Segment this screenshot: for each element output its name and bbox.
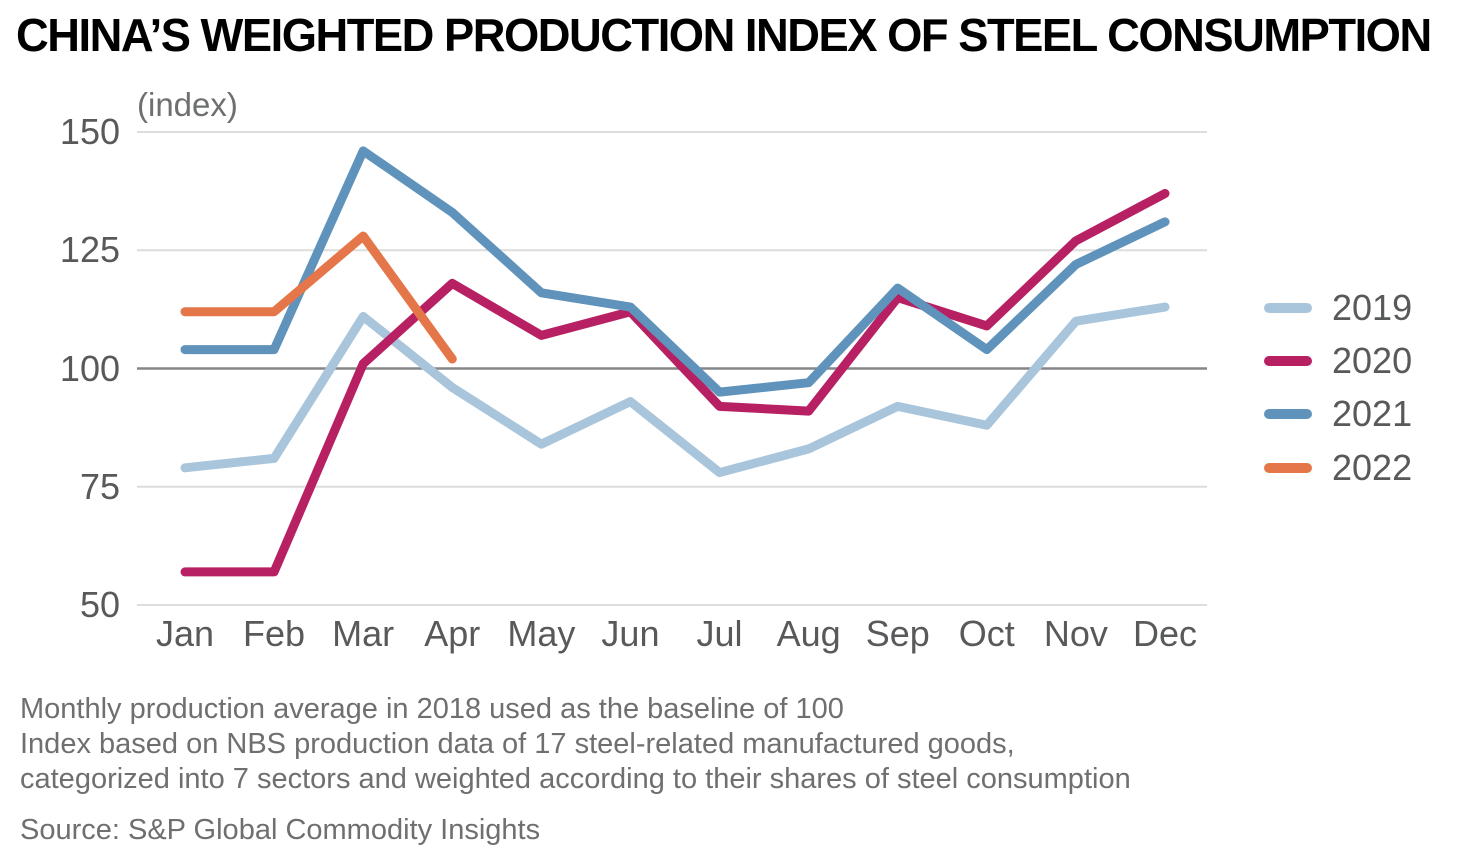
y-axis-unit-label: (index) (137, 86, 238, 123)
legend-label-2022: 2022 (1332, 447, 1413, 488)
x-tick-label-nov: Nov (1043, 613, 1108, 654)
x-tick-label-feb: Feb (243, 613, 306, 654)
x-tick-label-apr: Apr (424, 613, 481, 654)
x-tick-label-dec: Dec (1132, 613, 1198, 654)
source-attribution: Source: S&P Global Commodity Insights (20, 814, 541, 846)
legend-swatch-2022 (1264, 463, 1312, 473)
series-line-2020 (180, 188, 1170, 577)
x-tick-label-aug: Aug (776, 613, 841, 654)
y-tick-label-150: 150 (59, 111, 120, 152)
legend-label-2021: 2021 (1332, 393, 1413, 434)
x-tick-label-may: May (507, 613, 576, 654)
x-tick-label-sep: Sep (865, 613, 930, 654)
series-line-2021 (180, 146, 1170, 397)
chart-title: CHINA’S WEIGHTED PRODUCTION INDEX OF STE… (16, 9, 1432, 61)
y-tick-label-100: 100 (59, 347, 120, 389)
legend-item-2019: 2019 (1264, 286, 1412, 330)
legend-label-2019: 2019 (1332, 287, 1413, 328)
y-tick-label-50: 50 (79, 584, 120, 625)
y-tick-label-125: 125 (59, 229, 120, 271)
footnote-line-1: Monthly production average in 2018 used … (20, 693, 844, 725)
series-line-2019 (180, 302, 1170, 478)
y-tick-label-75: 75 (79, 465, 120, 507)
legend-swatch-2020 (1264, 356, 1312, 366)
footnotes: Monthly production average in 2018 used … (20, 692, 1131, 797)
legend-swatch-2019 (1264, 303, 1312, 313)
x-tick-label-mar: Mar (332, 613, 395, 654)
legend-item-2021: 2021 (1264, 392, 1412, 436)
legend-item-2022: 2022 (1264, 446, 1412, 490)
legend-swatch-2021 (1264, 409, 1312, 419)
legend-label-2020: 2020 (1332, 340, 1413, 381)
series-line-2022 (180, 231, 457, 364)
x-tick-label-jun: Jun (601, 613, 660, 654)
x-tick-label-jul: Jul (696, 613, 743, 654)
legend-item-2020: 2020 (1264, 339, 1412, 383)
x-tick-label-oct: Oct (958, 613, 1015, 654)
x-tick-label-jan: Jan (155, 613, 215, 654)
footnote-line-2: Index based on NBS production data of 17… (20, 728, 1015, 760)
footnote-line-3: categorized into 7 sectors and weighted … (20, 763, 1131, 795)
